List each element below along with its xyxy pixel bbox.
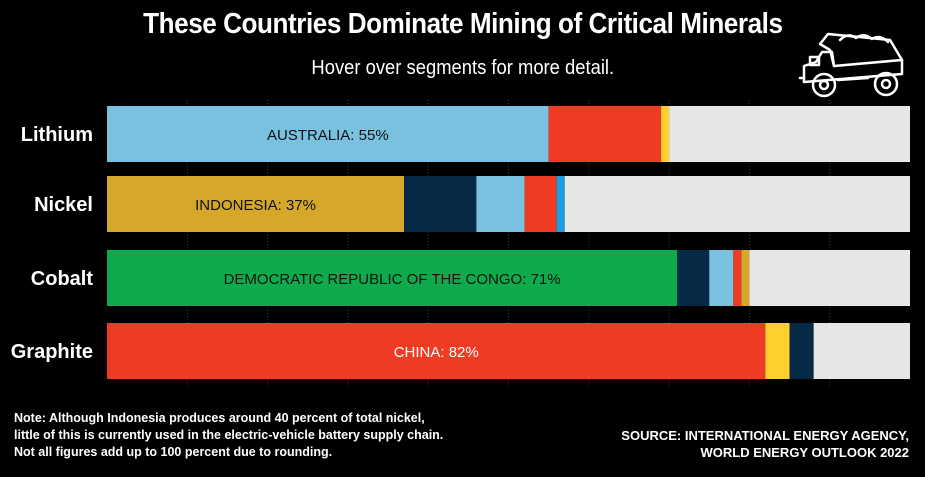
- bar-segment[interactable]: [548, 106, 662, 162]
- bar-segment[interactable]: [765, 323, 790, 379]
- bar-segment[interactable]: [107, 323, 766, 379]
- bar-segment[interactable]: [813, 323, 910, 379]
- category-label: Cobalt: [31, 268, 94, 290]
- bar-segment[interactable]: [669, 106, 910, 162]
- bar-segment[interactable]: [661, 106, 670, 162]
- bar-segment[interactable]: [677, 250, 710, 306]
- bar-segment[interactable]: [556, 176, 565, 232]
- bar-segment[interactable]: [789, 323, 814, 379]
- source-line: SOURCE: INTERNATIONAL ENERGY AGENCY,: [621, 428, 909, 443]
- note-line: Not all figures add up to 100 percent du…: [14, 445, 333, 459]
- bar-segment[interactable]: [107, 250, 678, 306]
- bar-segment[interactable]: [749, 250, 910, 306]
- category-label: Lithium: [21, 124, 93, 146]
- source-credit: SOURCE: INTERNATIONAL ENERGY AGENCY, WOR…: [621, 427, 909, 461]
- bar-segment[interactable]: [733, 250, 742, 306]
- chart-title: These Countries Dominate Mining of Criti…: [143, 8, 783, 40]
- bar-segment[interactable]: [524, 176, 557, 232]
- bar-segment[interactable]: [476, 176, 525, 232]
- bar-segment[interactable]: [107, 176, 405, 232]
- segment-label: INDONESIA: 37%: [195, 197, 316, 214]
- chart-subtitle: Hover over segments for more detail.: [311, 57, 615, 79]
- bar-segment[interactable]: [741, 250, 750, 306]
- chart-note: Note: Although Indonesia produces around…: [14, 410, 443, 461]
- mining-dump-truck-icon: [798, 32, 904, 98]
- bar-segment[interactable]: [709, 250, 734, 306]
- category-label: Graphite: [11, 341, 93, 363]
- note-line: Note: Although Indonesia produces around…: [14, 411, 425, 425]
- bar-segment[interactable]: [404, 176, 477, 232]
- category-label: Nickel: [34, 194, 93, 216]
- source-line: WORLD ENERGY OUTLOOK 2022: [700, 445, 909, 460]
- segment-label: AUSTRALIA: 55%: [267, 127, 389, 144]
- segment-label: DEMOCRATIC REPUBLIC OF THE CONGO: 71%: [224, 271, 561, 288]
- stacked-bar-chart: Lithium AUSTRALIA: 55% Nickel INDONESIA: 37…: [11, 100, 910, 386]
- segment-label: CHINA: 82%: [394, 344, 479, 361]
- bar-segment[interactable]: [564, 176, 910, 232]
- bar-segment[interactable]: [107, 106, 549, 162]
- note-line: little of this is currently used in the …: [14, 428, 444, 442]
